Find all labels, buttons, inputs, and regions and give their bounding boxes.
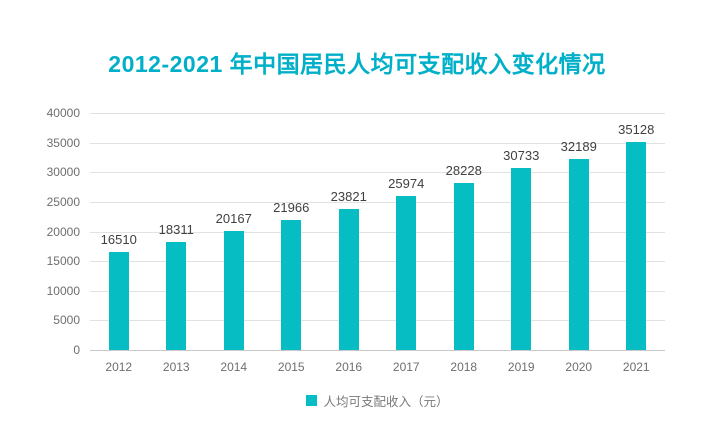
bar-value-label: 23821 [330, 188, 367, 204]
chart-title: 2012-2021 年中国居民人均可支配收入变化情况 [108, 51, 606, 77]
y-tick-label: 25000 [46, 194, 80, 209]
legend-swatch-icon [306, 394, 318, 406]
x-axis-line [90, 350, 665, 351]
bar[interactable] [108, 252, 129, 350]
x-tick-label: 2013 [162, 360, 190, 374]
bar[interactable] [166, 241, 187, 350]
x-tick-label: 2021 [622, 360, 650, 374]
y-tick-label: 10000 [46, 283, 80, 298]
gridline [90, 142, 665, 144]
bar-value-label: 18311 [158, 221, 194, 237]
legend-label: 人均可支配收入（元） [323, 394, 449, 409]
x-tick-label: 2015 [277, 360, 305, 374]
gridline [90, 172, 665, 174]
gridline [90, 320, 665, 322]
x-tick-label: 2012 [105, 360, 133, 374]
gridline [90, 290, 665, 292]
bar[interactable] [281, 219, 302, 350]
x-tick-label: 2018 [450, 360, 478, 374]
bar[interactable] [223, 230, 244, 350]
bar[interactable] [453, 182, 474, 350]
bar[interactable] [511, 167, 532, 350]
x-tick-label: 2020 [565, 360, 593, 374]
y-tick-label: 15000 [46, 254, 80, 269]
y-tick-label: 35000 [46, 135, 80, 150]
gridline [90, 113, 665, 114]
x-tick-label: 2019 [507, 360, 535, 374]
gridline [90, 261, 665, 263]
bar-value-label: 25974 [388, 176, 425, 192]
legend: 人均可支配收入（元） [90, 392, 665, 409]
bar[interactable] [568, 159, 589, 350]
bar-value-label: 35128 [618, 121, 655, 137]
gridline [90, 231, 665, 233]
bar-value-label: 32189 [560, 139, 597, 155]
y-tick-label: 30000 [46, 165, 80, 180]
y-tick-label: 0 [73, 343, 80, 357]
x-tick-label: 2014 [220, 360, 248, 374]
gridline [90, 201, 665, 203]
y-tick-label: 5000 [53, 313, 80, 328]
y-tick-label: 40000 [46, 106, 80, 120]
bar-value-label: 20167 [215, 210, 252, 226]
bar-value-label: 21966 [273, 199, 310, 215]
bar-value-label: 28228 [445, 162, 482, 178]
y-tick-label: 20000 [46, 224, 80, 239]
x-tick-label: 2017 [392, 360, 420, 374]
x-tick-label: 2016 [335, 360, 363, 374]
bar[interactable] [338, 208, 359, 350]
bar[interactable] [396, 196, 417, 350]
bar[interactable] [626, 141, 647, 350]
bar-value-label: 30733 [503, 147, 540, 163]
bar-value-label: 16510 [100, 232, 137, 248]
